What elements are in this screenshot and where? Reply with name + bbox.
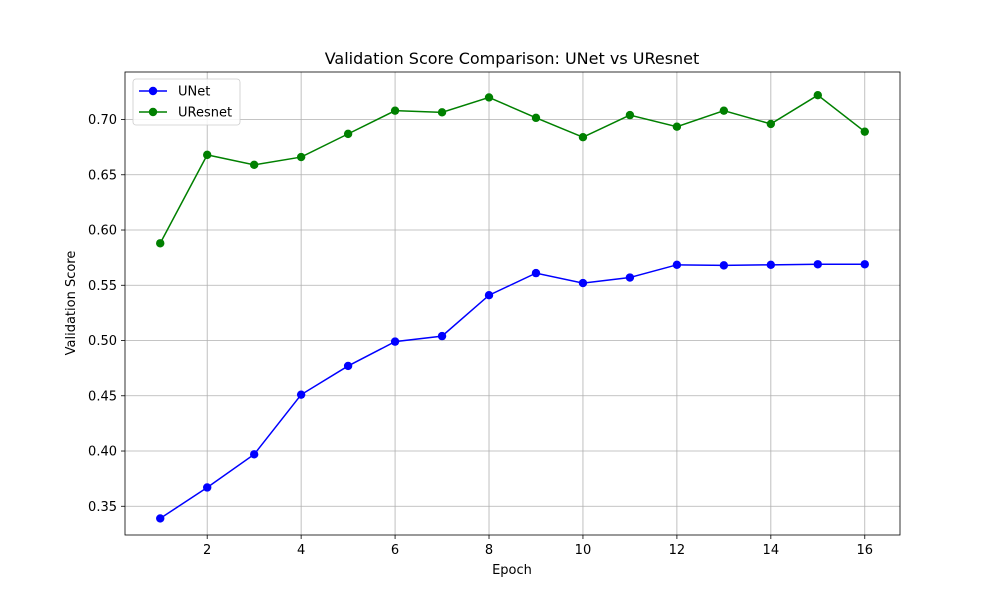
legend-label-unet: UNet (178, 85, 210, 100)
data-point-unet (343, 361, 353, 371)
data-point-unet (813, 260, 823, 269)
x-tick-label: 6 (391, 543, 399, 558)
data-point-uresnet (531, 113, 541, 123)
y-axis-label: Validation Score (64, 251, 79, 356)
y-tick-label: 0.70 (88, 113, 117, 128)
data-point-uresnet (202, 150, 212, 160)
axes: 2 4 6 8 10 12 14 16 0.35 0.40 0.45 0.50 0.55 0.60 0.65… (88, 71, 901, 558)
y-tick-label: 0.65 (88, 168, 117, 183)
data-point-unet (860, 260, 869, 269)
series-group (156, 91, 869, 523)
data-point-uresnet (484, 93, 494, 102)
data-point-unet (719, 261, 729, 270)
chart-title: Validation Score Comparison: UNet vs URe… (325, 49, 700, 68)
data-point-unet (672, 260, 682, 270)
data-point-unet (625, 273, 635, 282)
data-point-uresnet (156, 239, 165, 248)
x-tick-label: 4 (297, 543, 305, 558)
data-point-uresnet (249, 160, 259, 170)
data-point-unet (249, 450, 259, 459)
legend-label-uresnet: UResnet (178, 106, 232, 121)
grid (125, 72, 900, 535)
data-point-unet (484, 291, 494, 300)
legend-marker-unet (148, 86, 158, 96)
series-line-unet (159, 263, 865, 520)
data-point-uresnet (719, 106, 729, 115)
x-tick-label: 8 (485, 543, 493, 558)
data-point-unet (437, 331, 447, 341)
x-tick-label: 12 (669, 543, 686, 558)
x-tick-label: 14 (763, 543, 780, 558)
data-point-unet (766, 260, 776, 270)
data-point-uresnet (578, 132, 588, 142)
data-point-unet (578, 278, 588, 288)
data-point-uresnet (860, 127, 869, 136)
data-point-unet (390, 337, 400, 346)
legend: UNet UResnet (132, 78, 241, 126)
y-tick-label: 0.45 (88, 389, 117, 404)
data-point-unet (156, 514, 165, 523)
x-tick-label: 2 (203, 543, 211, 558)
data-point-uresnet (390, 106, 400, 115)
x-axis-label: Epoch (492, 563, 532, 578)
data-point-uresnet (296, 152, 306, 162)
y-tick-label: 0.50 (88, 334, 117, 349)
data-point-unet (202, 483, 212, 492)
y-tick-label: 0.55 (88, 279, 117, 294)
y-tick-label: 0.35 (88, 500, 117, 515)
data-point-unet (296, 390, 306, 399)
legend-marker-uresnet (148, 107, 158, 117)
y-tick-label: 0.60 (88, 224, 117, 239)
data-point-uresnet (813, 91, 823, 100)
plot-frame (124, 71, 901, 536)
x-tick-label: 16 (856, 543, 873, 558)
data-point-uresnet (766, 119, 776, 129)
data-point-uresnet (437, 108, 447, 117)
x-tick-label: 10 (575, 543, 592, 558)
y-tick-label: 0.40 (88, 445, 117, 460)
series-line-uresnet (159, 94, 866, 244)
data-point-unet (531, 268, 541, 278)
data-point-uresnet (343, 129, 353, 139)
data-point-uresnet (625, 110, 635, 120)
data-point-uresnet (672, 122, 682, 131)
